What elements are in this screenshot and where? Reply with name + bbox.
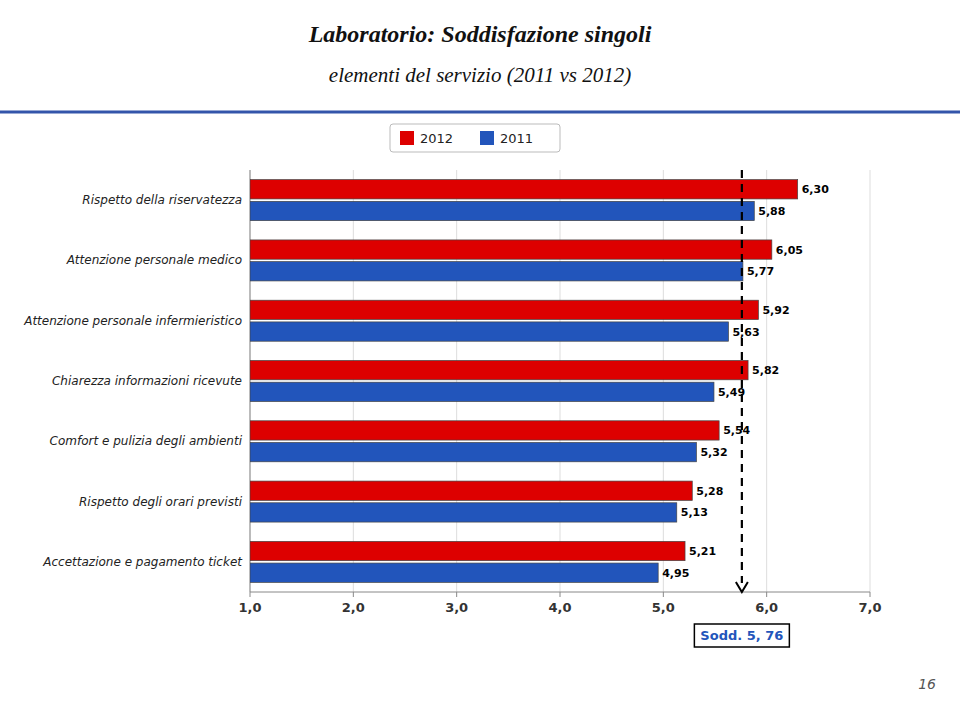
bars <box>250 180 798 583</box>
tick-mark <box>560 592 561 597</box>
x-axis: 1,0 2,0 3,0 4,0 5,0 6,0 7,0 <box>238 170 881 615</box>
data-label: 6,05 <box>776 244 803 257</box>
data-label: 5,82 <box>752 364 779 377</box>
separator <box>0 111 960 114</box>
legend: 2012 2011 <box>390 124 560 152</box>
legend-swatch <box>480 131 494 145</box>
bar <box>250 201 754 220</box>
bar <box>250 322 728 341</box>
annotation-box <box>694 624 789 647</box>
tick-mark <box>870 592 871 597</box>
bar <box>250 361 748 380</box>
category-label: Attenzione personale medico <box>66 253 242 267</box>
y-axis: Rispetto della riservatezza Attenzione pe… <box>23 193 243 569</box>
bar <box>250 481 692 500</box>
legend-swatch <box>400 131 414 145</box>
x-axis-line <box>250 592 870 593</box>
grid-line <box>870 170 871 592</box>
legend-frame <box>390 124 560 152</box>
title: Laboratorio: Soddisfazione singoli <box>308 21 652 47</box>
bar <box>250 421 719 440</box>
subtitle: elementi del servizio (2011 vs 2012) <box>329 63 631 87</box>
bar <box>250 503 677 522</box>
reference-line: Sodd. 5, 76 <box>694 170 789 647</box>
bar <box>250 541 685 560</box>
tick-label: 7,0 <box>858 600 881 615</box>
data-label: 5,63 <box>732 326 759 339</box>
category-label: Chiarezza informazioni ricevute <box>52 374 242 388</box>
data-label: 5,92 <box>762 304 789 317</box>
y-axis-line <box>250 170 251 592</box>
legend-label: 2011 <box>500 131 533 146</box>
tick-label: 6,0 <box>755 600 778 615</box>
grid-line <box>353 170 354 592</box>
annotation-text: Sodd. 5, 76 <box>700 628 783 643</box>
tick-mark <box>353 592 354 597</box>
tick-mark <box>766 592 767 597</box>
tick-mark <box>456 592 457 597</box>
page-number: 16 <box>918 676 936 692</box>
reference-arrow <box>736 582 748 592</box>
category-label: Comfort e pulizia degli ambienti <box>50 434 243 448</box>
bar <box>250 563 658 582</box>
bar <box>250 180 798 199</box>
data-label: 5,88 <box>758 205 785 218</box>
legend-label: 2012 <box>420 131 453 146</box>
grid-line <box>250 170 251 592</box>
data-label: 5,32 <box>700 446 727 459</box>
bar <box>250 240 772 259</box>
tick-mark <box>250 592 251 597</box>
data-label: 5,28 <box>696 485 723 498</box>
data-label: 6,30 <box>802 183 829 196</box>
grid-line <box>766 170 767 592</box>
grid-line <box>456 170 457 592</box>
chart: Laboratorio: Soddisfazione singoli elemen… <box>0 0 960 703</box>
tick-label: 2,0 <box>342 600 365 615</box>
category-label: Rispetto della riservatezza <box>82 193 242 207</box>
data-label: 5,77 <box>747 265 774 278</box>
category-label: Attenzione personale infermieristico <box>23 314 242 328</box>
tick-label: 5,0 <box>652 600 675 615</box>
bar <box>250 382 714 401</box>
data-label: 4,95 <box>662 567 689 580</box>
data-labels: 6,30 6,05 5,92 5,82 5,54 5,28 5,21 5,88 5,77 5,63… <box>662 183 829 579</box>
data-label: 5,13 <box>681 506 708 519</box>
bar <box>250 300 758 319</box>
bar <box>250 262 743 281</box>
data-label: 5,21 <box>689 545 716 558</box>
category-label: Rispetto degli orari previsti <box>79 495 243 509</box>
tick-label: 1,0 <box>238 600 261 615</box>
reference-line <box>741 170 743 583</box>
grid-line <box>560 170 561 592</box>
tick-mark <box>663 592 664 597</box>
grid-line <box>663 170 664 592</box>
tick-label: 3,0 <box>445 600 468 615</box>
tick-label: 4,0 <box>548 600 571 615</box>
category-label: Accettazione e pagamento ticket <box>42 555 243 569</box>
bar <box>250 442 696 461</box>
data-label: 5,54 <box>723 424 750 437</box>
